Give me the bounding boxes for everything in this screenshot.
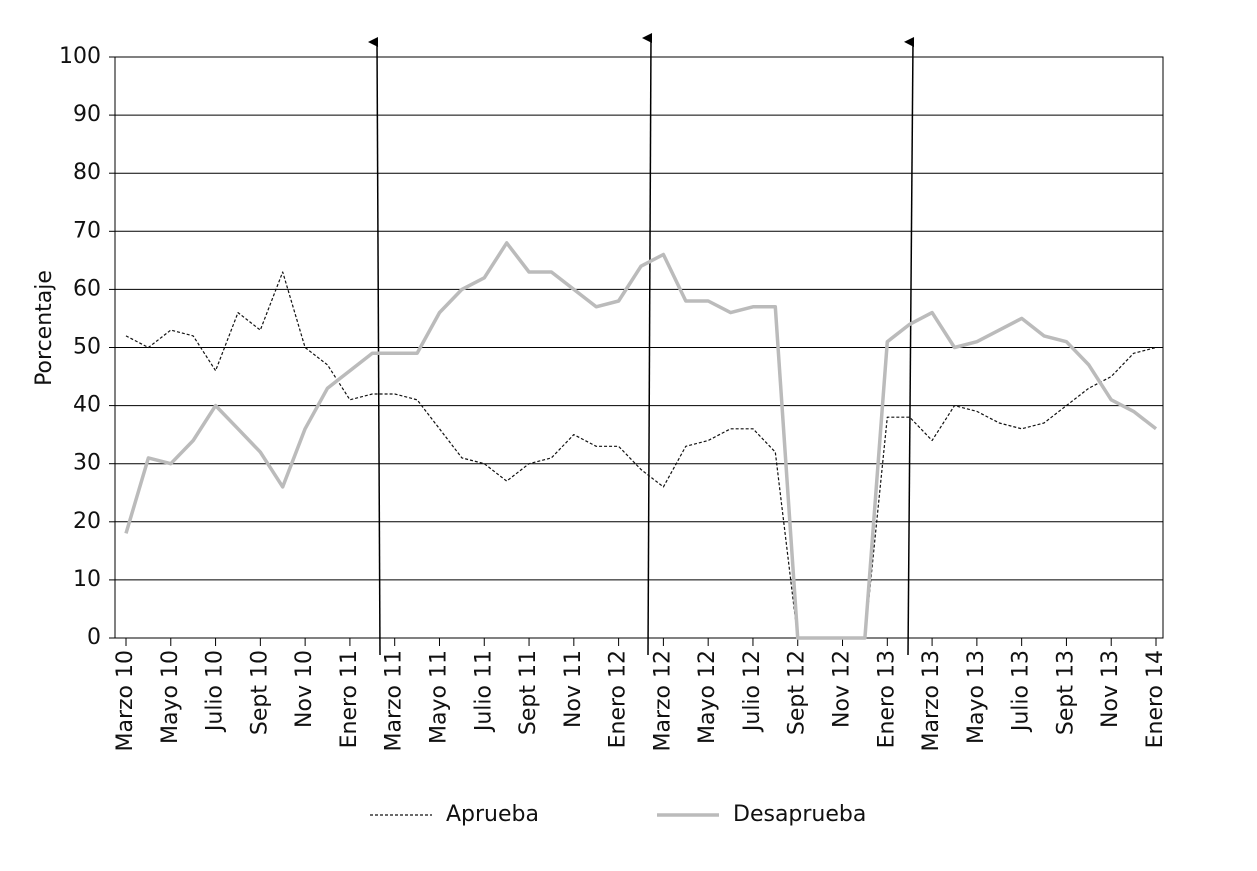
x-tick-label: Nov 13: [1098, 650, 1123, 728]
legend-label: Desaprueba: [733, 802, 866, 827]
series-line: [125, 271, 1157, 639]
x-tick-label: Sept 12: [785, 650, 810, 735]
y-tick-label: 90: [73, 102, 101, 127]
x-tick-label: Sept 11: [516, 650, 541, 735]
y-tick-label: 70: [73, 218, 101, 243]
x-tick-label: Julio 10: [203, 650, 228, 733]
x-tick-label: Mayo 13: [964, 650, 989, 744]
y-axis-label: Porcentaje: [32, 270, 57, 386]
arrow: [642, 33, 653, 656]
arrow: [904, 37, 915, 656]
x-tick-label: Nov 11: [561, 650, 586, 728]
x-tick-label: Mayo 11: [426, 650, 451, 744]
y-tick-label: 30: [73, 451, 101, 476]
x-tick-label: Marzo 12: [650, 650, 675, 752]
y-tick-label: 80: [73, 160, 101, 185]
x-tick-label: Enero 13: [874, 650, 899, 748]
x-tick-label: Marzo 11: [382, 650, 407, 752]
x-tick-label: Enero 14: [1143, 650, 1168, 748]
y-tick-label: 50: [73, 335, 101, 360]
plot-border: [114, 56, 1164, 639]
y-tick-label: 20: [73, 509, 101, 534]
x-tick-label: Marzo 13: [919, 650, 944, 752]
y-tick-label: 40: [73, 393, 101, 418]
x-tick-label: Julio 12: [740, 650, 765, 733]
y-tick-label: 0: [87, 625, 101, 650]
y-tick-label: 10: [73, 567, 101, 592]
x-tick-label: Julio 13: [1009, 650, 1034, 733]
x-tick-label: Enero 12: [606, 650, 631, 748]
y-tick-label: 60: [73, 276, 101, 301]
legend-label: Aprueba: [446, 802, 539, 827]
x-tick-label: Marzo 10: [113, 650, 138, 752]
x-tick-label: Sept 10: [247, 650, 272, 735]
x-tick-label: Julio 11: [471, 650, 496, 733]
x-tick-label: Mayo 10: [158, 650, 183, 744]
arrow: [368, 36, 381, 656]
x-tick-label: Mayo 12: [695, 650, 720, 744]
x-tick-label: Sept 13: [1053, 650, 1078, 735]
x-tick-label: Nov 10: [292, 650, 317, 728]
y-tick-label: 100: [59, 44, 101, 69]
x-tick-label: Nov 12: [830, 650, 855, 728]
x-tick-label: Enero 11: [337, 650, 362, 748]
series-line: [124, 241, 1158, 640]
